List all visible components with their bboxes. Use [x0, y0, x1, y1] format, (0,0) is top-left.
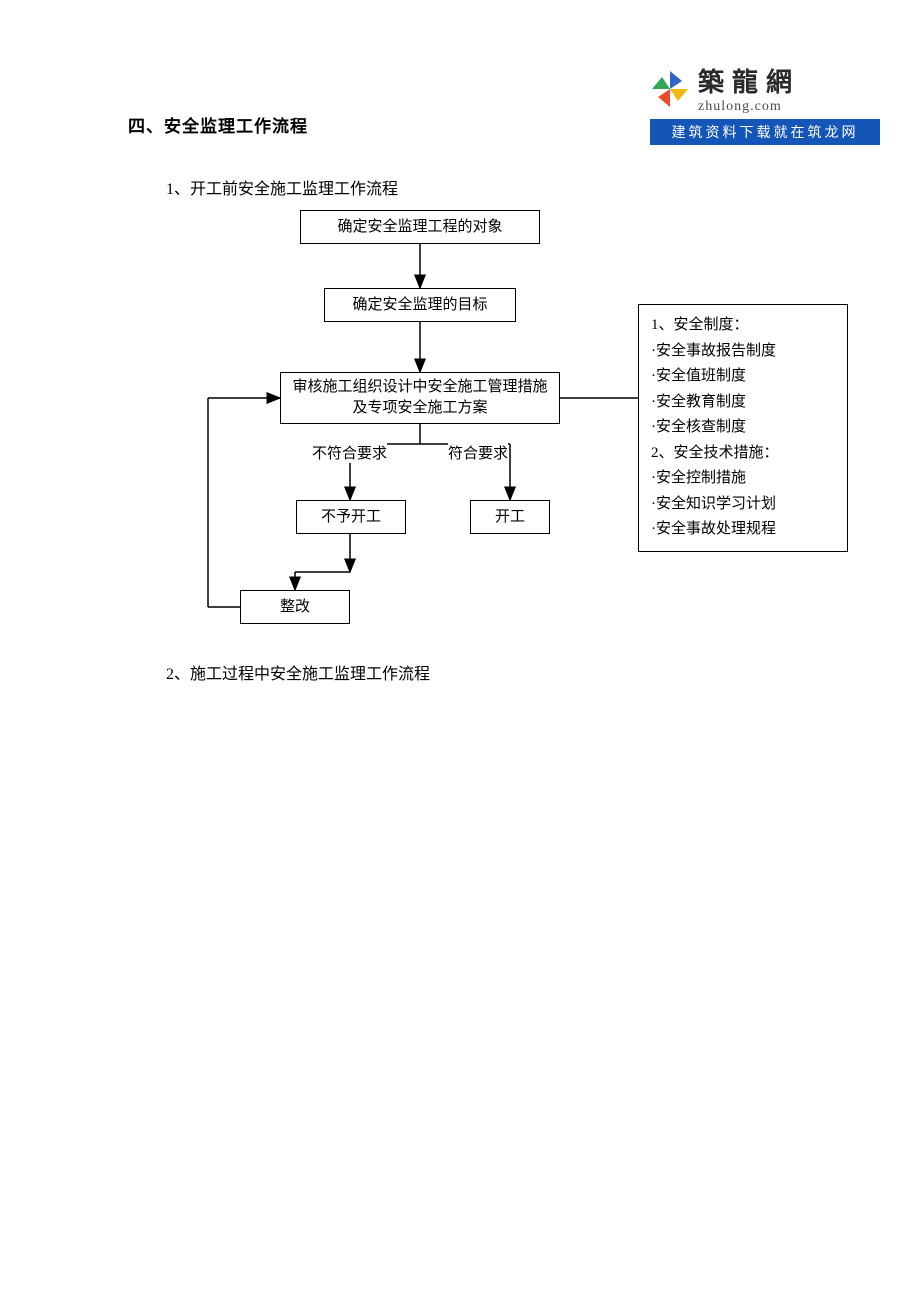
node-rectify: 整改: [240, 590, 350, 624]
logo-top: 築龍網 zhulong.com: [650, 62, 900, 115]
side-info-line: ·安全教育制度: [651, 390, 835, 416]
node-determine-goal: 确定安全监理的目标: [324, 288, 516, 322]
heading-sub2: 2、施工过程中安全施工监理工作流程: [166, 660, 430, 684]
flowchart: 确定安全监理工程的对象 确定安全监理的目标 审核施工组织设计中安全施工管理措施及…: [200, 210, 900, 650]
side-info-box: 1、安全制度：·安全事故报告制度·安全值班制度·安全教育制度·安全核查制度2、安…: [638, 304, 848, 552]
side-info-line: ·安全核查制度: [651, 415, 835, 441]
side-info-line: ·安全事故处理规程: [651, 517, 835, 543]
node-determine-object: 确定安全监理工程的对象: [300, 210, 540, 244]
petal: [670, 71, 682, 89]
page: 築龍網 zhulong.com 建筑资料下载就在筑龙网 四、安全监理工作流程 1…: [0, 0, 920, 1302]
logo-block: 築龍網 zhulong.com 建筑资料下载就在筑龙网: [650, 62, 900, 145]
side-info-line: 2、安全技术措施：: [651, 441, 835, 467]
petal: [658, 89, 670, 107]
heading-sub1: 1、开工前安全施工监理工作流程: [166, 175, 398, 199]
node-review-plan: 审核施工组织设计中安全施工管理措施及专项安全施工方案: [280, 372, 560, 424]
side-info-line: ·安全事故报告制度: [651, 339, 835, 365]
petal: [670, 89, 688, 101]
side-info-line: ·安全控制措施: [651, 466, 835, 492]
logo-cn: 築龍網: [698, 62, 800, 99]
side-info-line: 1、安全制度：: [651, 313, 835, 339]
edge-label-pass: 符合要求: [448, 442, 508, 463]
side-info-line: ·安全值班制度: [651, 364, 835, 390]
petal: [652, 77, 670, 89]
node-start: 开工: [470, 500, 550, 534]
heading-main: 四、安全监理工作流程: [128, 112, 308, 137]
logo-banner: 建筑资料下载就在筑龙网: [650, 119, 880, 145]
logo-en: zhulong.com: [698, 99, 800, 115]
node-not-start: 不予开工: [296, 500, 406, 534]
logo-text: 築龍網 zhulong.com: [698, 62, 800, 115]
side-info-line: ·安全知识学习计划: [651, 492, 835, 518]
edge-label-fail: 不符合要求: [312, 442, 387, 463]
zhulong-logo-icon: [650, 69, 690, 109]
